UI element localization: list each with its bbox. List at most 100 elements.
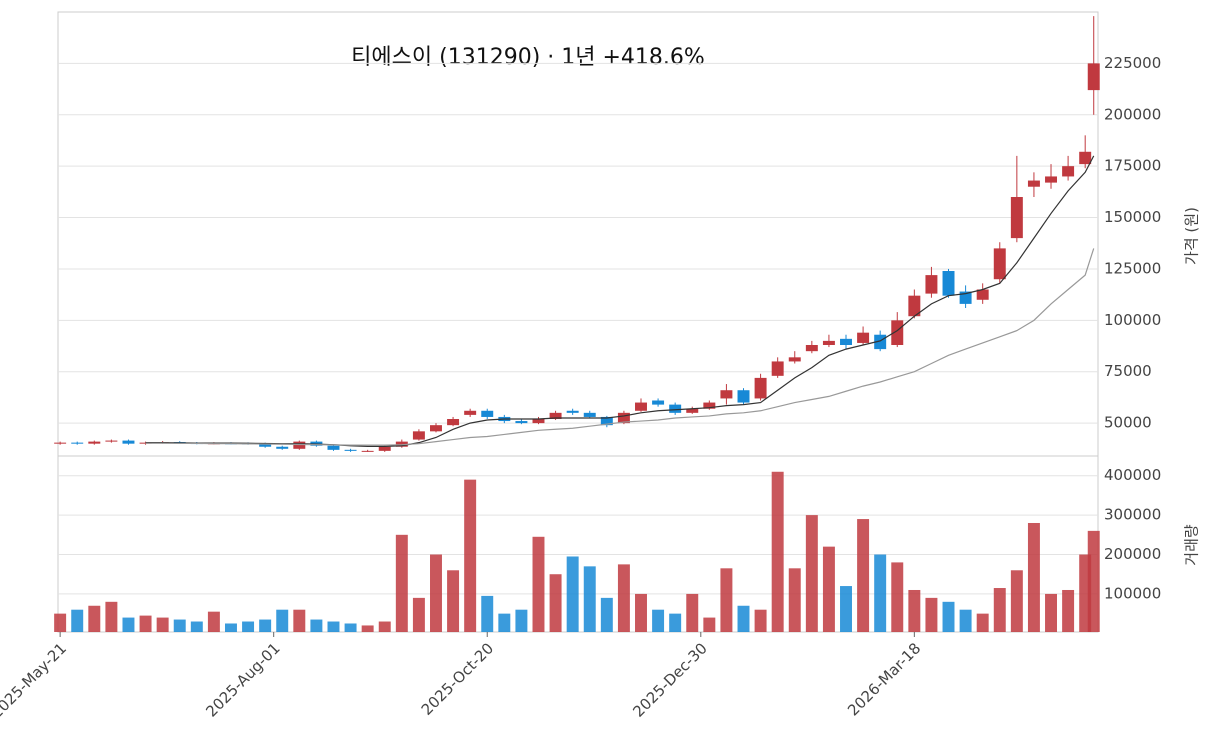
candle-body <box>1045 176 1057 183</box>
y-tick-label: 175000 <box>1104 157 1161 175</box>
volume-bar <box>259 619 272 632</box>
x-tick-label: 2026-Mar-18 <box>844 639 924 719</box>
volume-bar <box>754 609 767 632</box>
volume-bar <box>720 568 733 632</box>
volume-bar <box>857 519 870 632</box>
volume-bar <box>515 609 528 632</box>
y-axis-label: 가격 (원) <box>1183 207 1201 265</box>
volume-bar <box>327 621 340 632</box>
candle-body <box>1062 166 1075 177</box>
volume-tick-label: 100000 <box>1104 584 1161 602</box>
volume-bar <box>344 623 357 632</box>
candle-body <box>652 400 665 405</box>
candle-body <box>566 410 579 413</box>
volume-bar <box>959 609 972 632</box>
candle-body <box>976 289 989 300</box>
volume-bar <box>464 479 477 632</box>
volume-tick-label: 200000 <box>1104 545 1161 563</box>
candle-body <box>635 402 647 411</box>
candle-body <box>993 248 1006 280</box>
candle-body <box>1079 151 1092 165</box>
volume-axis-label: 거래량 <box>1183 524 1201 566</box>
y-tick-label: 100000 <box>1104 311 1161 329</box>
candle-body <box>71 442 84 444</box>
candle-body <box>481 410 494 417</box>
candle-body <box>703 402 716 409</box>
candle-body <box>327 445 340 450</box>
volume-bar <box>891 562 904 632</box>
volume-bar <box>771 471 784 632</box>
candle-body <box>805 345 818 352</box>
candle-body <box>549 412 562 419</box>
volume-bar <box>207 611 220 632</box>
volume-bar <box>395 534 408 632</box>
candle-body <box>1027 180 1040 187</box>
candle-body <box>88 441 101 444</box>
candle-body <box>686 408 699 413</box>
volume-bar <box>532 536 545 632</box>
candle-body <box>447 419 460 426</box>
volume-bar <box>378 621 391 632</box>
volume-bar <box>412 597 425 632</box>
y-tick-label: 200000 <box>1104 105 1161 123</box>
candle-body <box>583 412 596 417</box>
volume-bar <box>447 570 460 632</box>
volume-bar <box>310 619 323 632</box>
volume-bar <box>703 617 716 632</box>
volume-bar <box>105 601 118 632</box>
volume-bar <box>788 568 801 632</box>
candle-body <box>412 431 425 440</box>
candle-body <box>891 320 904 345</box>
volume-bar <box>481 595 494 632</box>
volume-bar <box>224 623 237 632</box>
candle-body <box>669 404 682 413</box>
candle-body <box>771 361 784 376</box>
candle-body <box>378 446 391 451</box>
candle-body <box>874 334 887 350</box>
candle-body <box>105 440 118 442</box>
moving-average-line <box>145 155 1095 447</box>
candle-body <box>122 440 135 444</box>
volume-bar <box>242 621 255 632</box>
x-tick-label: 2025-Dec-30 <box>629 639 710 720</box>
volume-bar <box>276 609 289 632</box>
candle-body <box>430 425 442 432</box>
candle-body <box>139 442 152 444</box>
volume-tick-label: 300000 <box>1104 506 1161 524</box>
volume-bar <box>600 597 613 632</box>
candle-body <box>293 441 306 449</box>
volume-bar <box>498 613 511 632</box>
candle-body <box>822 340 835 345</box>
candle-body <box>857 332 870 343</box>
candle-body <box>617 412 630 424</box>
candle-body <box>908 295 921 317</box>
candle-body <box>737 390 750 403</box>
y-tick-label: 125000 <box>1104 259 1161 277</box>
volume-bar <box>635 593 647 632</box>
volume-bar <box>54 613 67 632</box>
candle-body <box>259 443 272 447</box>
candle-body <box>464 410 477 415</box>
candle-body <box>942 271 955 296</box>
volume-bar <box>1062 589 1075 632</box>
volume-bar <box>139 615 152 632</box>
candle-body <box>276 446 289 449</box>
candle-body <box>1087 63 1100 91</box>
volume-bar <box>652 609 665 632</box>
volume-bar <box>925 597 938 632</box>
volume-bar <box>840 586 852 632</box>
volume-bar <box>822 546 835 632</box>
volume-bar <box>942 601 955 632</box>
volume-bar <box>549 574 562 632</box>
volume-bar <box>173 619 186 632</box>
volume-bar <box>583 566 596 632</box>
volume-bar <box>122 617 135 632</box>
y-tick-label: 50000 <box>1104 414 1152 432</box>
candle-body <box>959 291 972 304</box>
candle-body <box>754 377 767 399</box>
volume-bar <box>88 605 101 632</box>
x-tick-label: 2025-Aug-01 <box>202 639 283 720</box>
volume-bar <box>361 625 374 632</box>
candle-body <box>788 357 801 362</box>
